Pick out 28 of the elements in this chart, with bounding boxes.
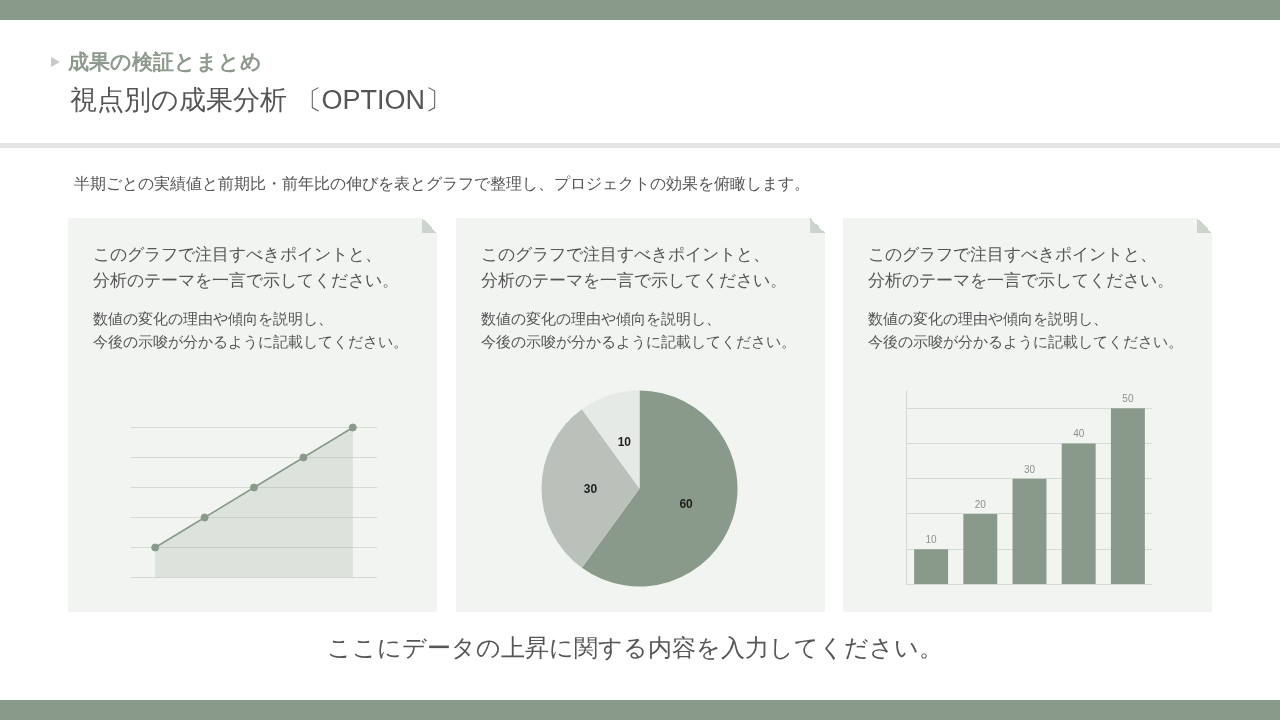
text: ここにデータの上昇に関する内容を入力してください。 [327,633,943,663]
chart-title: このグラフで注目すべきポイントと、分析のテーマを一言で示してください。 [481,244,787,292]
data-label: 10 [617,435,632,450]
point [348,423,357,432]
point [151,543,160,552]
chart-subtitle: 数値の変化の理由や傾向を説明し、今後の示唆が分かるように記載してください。 [868,310,1183,352]
bar [1012,478,1047,585]
bar [914,549,949,585]
text: 成果の検証とまとめ [68,49,262,75]
point [200,513,209,522]
bar [963,513,998,585]
data-label: 30 [583,482,598,496]
chart-title: このグラフで注目すべきポイントと、分析のテーマを一言で示してください。 [93,244,399,292]
bar [1061,443,1096,585]
point [250,483,258,492]
text: 半期ごとの実績値と前期比・前年比の伸びを表とグラフで整理し、プロジェクトの効果を俯瞰します。 [74,174,810,194]
chart-subtitle: 数値の変化の理由や傾向を説明し、今後の示唆が分かるように記載してください。 [93,310,408,352]
bar [1110,408,1145,585]
data-label: 10 [925,534,938,546]
data-label: 30 [1023,463,1036,475]
data-label: 60 [679,497,694,512]
data-label: 20 [974,498,987,510]
point [299,453,308,462]
data-label: 40 [1073,428,1085,440]
text: 視点別の成果分析 〔OPTION〕 [70,84,453,117]
data-label: 50 [1122,393,1134,405]
chart-title: このグラフで注目すべきポイントと、分析のテーマを一言で示してください。 [868,244,1174,292]
chart-subtitle: 数値の変化の理由や傾向を説明し、今後の示唆が分かるように記載してください。 [481,310,796,352]
